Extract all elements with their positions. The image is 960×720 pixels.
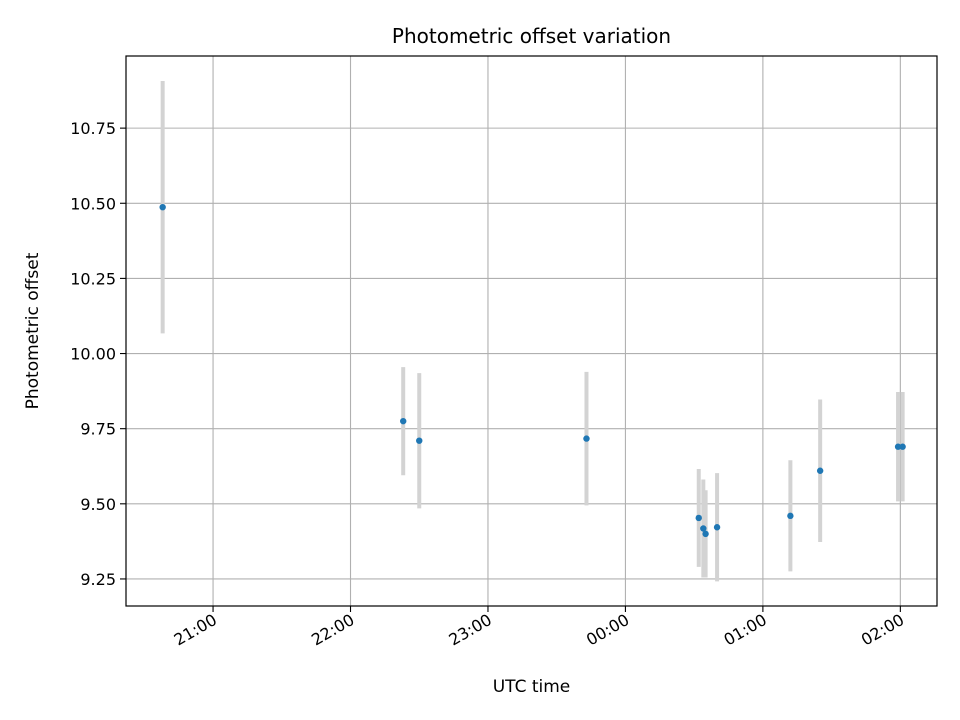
chart-title: Photometric offset variation (392, 24, 671, 48)
data-point (695, 514, 702, 522)
y-axis: 9.25 9.50 9.75 10.00 10.25 10.50 10.75 (70, 119, 126, 589)
plot-frame (125, 55, 938, 607)
y-tick-label: 10.50 (70, 194, 116, 213)
data-points (159, 203, 906, 538)
data-point (816, 467, 824, 474)
data-point (400, 417, 407, 425)
y-tick-label: 9.50 (80, 495, 116, 514)
data-point (787, 512, 794, 520)
data-point (713, 524, 721, 531)
data-point (702, 530, 709, 538)
data-point (583, 435, 590, 442)
y-tick-label: 10.00 (70, 345, 116, 364)
y-tick-label: 10.75 (70, 119, 116, 138)
data-point (416, 437, 423, 444)
y-tick-label: 9.75 (80, 420, 116, 439)
grid (126, 56, 937, 606)
data-point (159, 203, 166, 211)
y-axis-title: Photometric offset (23, 252, 43, 409)
data-point (899, 443, 906, 450)
y-tick-label: 9.25 (80, 570, 116, 589)
data-point (894, 443, 902, 450)
data-point (700, 525, 707, 532)
x-axis-title: UTC time (493, 677, 571, 697)
y-tick-label: 10.25 (70, 269, 116, 288)
